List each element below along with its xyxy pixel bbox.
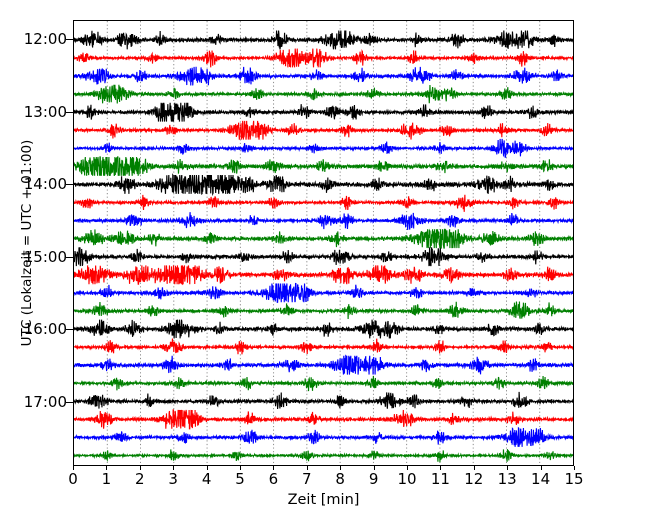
x-tick-mark <box>173 466 175 470</box>
x-tick-mark <box>407 466 408 470</box>
trace-13-15 <box>74 120 573 140</box>
trace-12-15 <box>74 48 573 68</box>
trace-13-30 <box>74 138 573 158</box>
y-tick-label: 14:00 <box>23 175 67 194</box>
y-tick-label: 17:00 <box>23 393 67 411</box>
x-tick-mark <box>440 466 442 470</box>
trace-17-30 <box>74 426 573 447</box>
y-tick-label: 12:00 <box>23 30 67 48</box>
y-tick-mark <box>66 402 74 403</box>
trace-12-30 <box>74 66 573 86</box>
trace-15-00 <box>74 247 573 267</box>
trace-17-00 <box>74 391 573 410</box>
x-tick-mark <box>273 466 275 470</box>
trace-16-15 <box>74 338 573 355</box>
trace-14-00 <box>74 173 573 197</box>
trace-17-15 <box>74 409 573 430</box>
x-tick-mark <box>139 466 141 470</box>
trace-15-15 <box>74 265 573 286</box>
x-tick-mark <box>206 466 208 470</box>
x-tick-label: 10 <box>397 470 417 488</box>
x-tick-label: 11 <box>430 470 450 488</box>
x-tick-label: 6 <box>268 470 279 488</box>
trace-14-30 <box>74 212 573 231</box>
y-tick-mark <box>66 184 74 186</box>
x-tick-label: 4 <box>201 470 212 488</box>
trace-16-30 <box>74 354 573 375</box>
x-tick-mark <box>306 466 308 470</box>
trace-13-00 <box>74 102 573 122</box>
x-tick-label: 8 <box>335 470 345 488</box>
y-tick-mark <box>66 111 74 113</box>
x-tick-label: 3 <box>168 470 178 488</box>
trace-layer <box>74 30 573 463</box>
trace-16-45 <box>74 375 573 392</box>
y-tick-label: 16:00 <box>23 320 67 339</box>
y-tick-label: 15:00 <box>23 247 67 266</box>
y-tick-mark <box>66 329 74 331</box>
x-tick-label: 1 <box>101 470 112 488</box>
x-tick-label: 5 <box>235 470 245 488</box>
grid-layer <box>106 21 541 465</box>
x-tick-mark <box>340 466 342 470</box>
x-tick-mark <box>507 466 509 470</box>
x-tick-mark <box>473 466 475 470</box>
trace-17-45 <box>74 449 573 463</box>
x-tick-mark <box>106 466 108 470</box>
y-tick-mark <box>66 39 74 40</box>
trace-14-45 <box>74 228 573 249</box>
x-tick-label: 12 <box>464 470 484 488</box>
y-tick-label: 13:00 <box>23 102 67 121</box>
plot-area <box>73 20 574 466</box>
x-tick-mark <box>540 466 542 470</box>
x-tick-mark <box>373 466 375 470</box>
x-tick-mark <box>240 466 241 470</box>
x-tick-label: 2 <box>135 470 145 488</box>
y-tick-mark <box>66 256 74 258</box>
x-tick-label: 13 <box>497 470 517 488</box>
x-axis-label: Zeit [min] <box>287 492 360 508</box>
x-tick-label: 15 <box>564 470 584 488</box>
x-tick-label: 0 <box>68 470 78 488</box>
x-tick-label: 7 <box>302 470 312 488</box>
x-tick-label: 9 <box>368 470 379 488</box>
trace-13-45 <box>74 156 573 177</box>
x-tick-label: 14 <box>531 470 551 488</box>
trace-12-00 <box>74 30 573 50</box>
trace-15-45 <box>74 301 573 320</box>
trace-15-30 <box>74 282 573 303</box>
y-axis-label: UTC (Lokalzeit = UTC + 01:00) <box>19 139 35 347</box>
trace-16-00 <box>74 319 573 339</box>
x-tick-mark <box>73 466 74 470</box>
trace-14-15 <box>74 194 573 212</box>
trace-12-45 <box>74 84 573 104</box>
x-tick-mark <box>574 466 575 470</box>
